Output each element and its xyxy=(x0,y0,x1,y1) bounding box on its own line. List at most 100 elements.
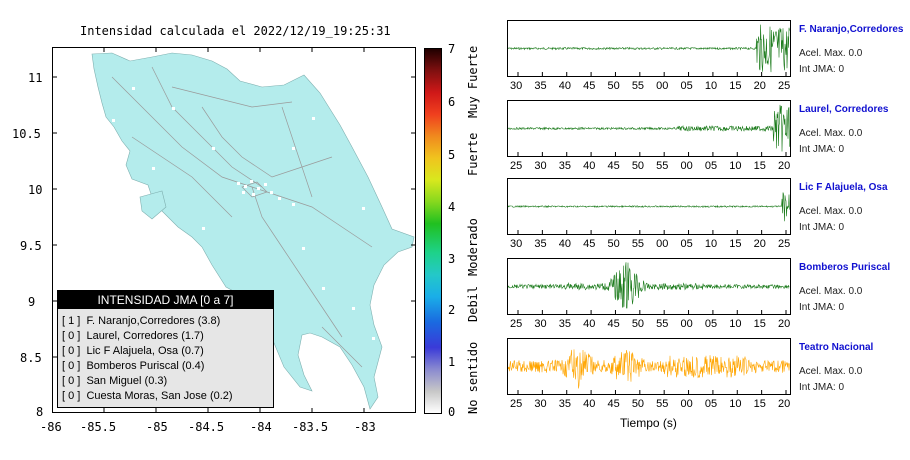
lon-tick: -83 xyxy=(354,420,376,434)
trace-tick-label: 30 xyxy=(534,398,547,410)
trace-tick-label: 00 xyxy=(680,398,693,410)
time-axis-label: Tiempo (s) xyxy=(620,416,677,430)
lon-tick: -84 xyxy=(250,420,272,434)
trace-tick-label: 45 xyxy=(583,80,596,92)
trace-tick-label: 30 xyxy=(510,238,523,250)
trace-tick-label: 55 xyxy=(631,238,645,250)
intensity-colorbar xyxy=(424,48,442,414)
station-name: Teatro Nacional xyxy=(799,342,874,353)
trace-tick-label: 15 xyxy=(753,318,766,330)
trace-tick-label: 30 xyxy=(510,80,523,92)
station-max-accel: Acel. Max. 0.0 xyxy=(799,48,863,59)
station-jma-intensity: Int JMA: 0 xyxy=(799,302,845,313)
lon-tick: -84.5 xyxy=(188,420,225,434)
station-jma-intensity: Int JMA: 0 xyxy=(799,144,845,155)
trace-tick-label: 40 xyxy=(583,160,596,172)
station-max-accel: Acel. Max. 0.0 xyxy=(799,128,863,139)
trace-tick-label: 20 xyxy=(778,398,791,410)
trace-tick-label: 05 xyxy=(704,160,718,172)
trace-tick-label: 50 xyxy=(607,80,620,92)
colorbar-tick: 2 xyxy=(448,303,456,317)
trace-tick-label: 50 xyxy=(631,398,645,410)
waveform-line xyxy=(508,104,790,152)
trace-tick-label: 35 xyxy=(534,80,547,92)
trace-tick-label: 20 xyxy=(753,80,766,92)
station-dots xyxy=(112,87,375,370)
waveform-line xyxy=(507,349,790,389)
intensity-legend: INTENSIDAD JMA [0 a 7] [ 1 ] F. Naranjo,… xyxy=(57,290,274,408)
trace-tick-label: 05 xyxy=(680,238,693,250)
lat-tick: 8.5 xyxy=(20,351,42,365)
trace-tick-label: 35 xyxy=(558,318,571,330)
trace-tick-label: 50 xyxy=(631,318,645,330)
costa-rica-land xyxy=(91,52,415,410)
trace-tick-label: 10 xyxy=(729,318,742,330)
lat-tick: 8 xyxy=(36,405,44,419)
colorbar-tick: 0 xyxy=(448,405,456,419)
trace-tick-label: 10 xyxy=(729,160,742,172)
station-jma-intensity: Int JMA: 0 xyxy=(799,382,845,393)
trace-panel xyxy=(507,178,791,235)
colorbar-category: No sentido xyxy=(466,341,480,414)
colorbar-category: Fuerte xyxy=(466,132,480,176)
station-max-accel: Acel. Max. 0.0 xyxy=(799,366,863,377)
trace-tick-label: 10 xyxy=(729,398,742,410)
trace-tick-label: 05 xyxy=(680,80,693,92)
trace-tick-label: 05 xyxy=(704,318,718,330)
station-jma-intensity: Int JMA: 0 xyxy=(799,222,845,233)
trace-tick-label: 00 xyxy=(680,160,693,172)
lon-tick: -86 xyxy=(40,420,62,434)
trace-tick-label: 15 xyxy=(753,160,766,172)
trace-tick-label: 55 xyxy=(656,160,669,172)
trace-tick-label: 45 xyxy=(583,238,596,250)
lon-tick: -85 xyxy=(146,420,168,434)
waveform-line xyxy=(507,262,790,309)
legend-item: [ 1 ] F. Naranjo,Corredores (3.8) xyxy=(62,315,221,327)
station-max-accel: Acel. Max. 0.0 xyxy=(799,286,863,297)
trace-tick-label: 45 xyxy=(607,398,620,410)
trace-tick-label: 35 xyxy=(558,160,571,172)
trace-tick-label: 15 xyxy=(753,398,766,410)
station-name: Laurel, Corredores xyxy=(799,104,889,115)
trace-tick-label: 25 xyxy=(510,398,523,410)
trace-tick-label: 40 xyxy=(558,238,571,250)
colorbar-category: Debil xyxy=(466,285,480,322)
trace-tick-label: 55 xyxy=(656,318,669,330)
trace-tick-label: 15 xyxy=(729,238,742,250)
road-network xyxy=(111,66,373,368)
trace-tick-label: 50 xyxy=(607,238,620,250)
trace-tick-label: 20 xyxy=(778,160,791,172)
trace-tick-label: 25 xyxy=(778,80,791,92)
trace-tick-label: 00 xyxy=(656,80,669,92)
trace-tick-label: 25 xyxy=(510,318,523,330)
legend-item: [ 0 ] Bomberos Puriscal (0.4) xyxy=(62,360,205,372)
trace-tick-label: 50 xyxy=(631,160,645,172)
trace-tick-label: 30 xyxy=(534,160,547,172)
waveform xyxy=(507,262,790,314)
waveform xyxy=(507,349,790,394)
trace-tick-label: 40 xyxy=(583,318,596,330)
trace-tick-label: 20 xyxy=(753,238,766,250)
legend-item: [ 0 ] Laurel, Corredores (1.7) xyxy=(62,330,204,342)
trace-panel xyxy=(507,20,791,77)
trace-tick-label: 45 xyxy=(607,318,620,330)
colorbar-category: Moderado xyxy=(466,218,480,276)
legend-item: [ 0 ] Cuesta Moras, San Jose (0.2) xyxy=(62,390,233,402)
trace-tick-label: 10 xyxy=(704,238,718,250)
trace-tick-label: 45 xyxy=(607,160,620,172)
lat-tick: 11 xyxy=(28,71,43,85)
trace-tick-label: 35 xyxy=(558,398,571,410)
waveform-line xyxy=(507,192,790,222)
station-name: Lic F Alajuela, Osa xyxy=(799,182,888,193)
waveform xyxy=(507,192,790,234)
trace-panel xyxy=(507,338,791,395)
trace-tick-label: 05 xyxy=(704,398,718,410)
legend-item: [ 0 ] San Miguel (0.3) xyxy=(62,375,168,387)
waveform xyxy=(508,104,790,156)
map-title: Intensidad calculada el 2022/12/19_19:25… xyxy=(80,24,391,38)
waveform-line xyxy=(507,24,790,73)
station-name: F. Naranjo,Corredores xyxy=(799,24,904,35)
lat-tick: 10 xyxy=(28,183,43,197)
lon-tick: -83.5 xyxy=(292,420,329,434)
lat-tick: 9.5 xyxy=(20,239,42,253)
